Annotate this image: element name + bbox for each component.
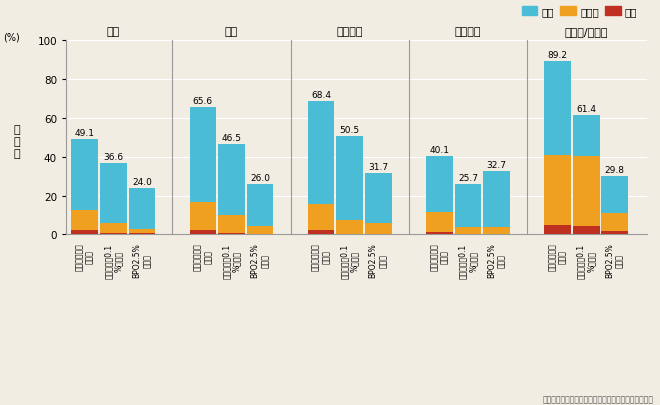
Text: BPO2.5%
ゲル群: BPO2.5% ゲル群 bbox=[132, 243, 152, 278]
Text: エピデュオ・
ゲル群: エピデュオ・ ゲル群 bbox=[430, 243, 449, 271]
Text: BPO2.5%
ゲル群: BPO2.5% ゲル群 bbox=[605, 243, 624, 278]
Text: 26.0: 26.0 bbox=[250, 173, 270, 182]
Text: エピデュオ・
ゲル群: エピデュオ・ ゲル群 bbox=[312, 243, 331, 271]
Text: 65.6: 65.6 bbox=[193, 96, 213, 105]
Text: BPO2.5%
ゲル群: BPO2.5% ゲル群 bbox=[250, 243, 270, 278]
Bar bbox=[601, 231, 628, 235]
Bar bbox=[218, 145, 245, 215]
Bar bbox=[189, 107, 216, 202]
Text: アダパレン0.1
%ゲル群: アダパレン0.1 %ゲル群 bbox=[576, 243, 596, 278]
Bar bbox=[189, 202, 216, 231]
Text: 皮膚乾燥: 皮膚乾燥 bbox=[337, 27, 363, 36]
Bar bbox=[573, 115, 599, 156]
Text: 49.1: 49.1 bbox=[75, 128, 94, 138]
Bar bbox=[455, 185, 481, 228]
Bar bbox=[337, 220, 363, 234]
Text: エピデュオ・
ゲル群: エピデュオ・ ゲル群 bbox=[548, 243, 567, 271]
Text: 29.8: 29.8 bbox=[605, 166, 625, 175]
Text: アダパレン0.1
%ゲル群: アダパレン0.1 %ゲル群 bbox=[104, 243, 123, 278]
Bar bbox=[483, 171, 510, 228]
Bar bbox=[308, 102, 335, 205]
Text: 重症度は最も悪い局所刺激性スコアをもとに算出した: 重症度は最も悪い局所刺激性スコアをもとに算出した bbox=[543, 394, 653, 403]
Text: 25.7: 25.7 bbox=[458, 174, 478, 183]
Bar bbox=[544, 156, 571, 226]
Bar bbox=[247, 226, 273, 234]
Bar bbox=[573, 156, 599, 226]
Bar bbox=[247, 234, 273, 235]
Bar bbox=[337, 137, 363, 220]
Bar bbox=[218, 215, 245, 233]
Bar bbox=[337, 234, 363, 235]
Bar bbox=[308, 230, 335, 235]
Bar bbox=[426, 233, 453, 235]
Bar bbox=[129, 188, 155, 229]
Text: 89.2: 89.2 bbox=[548, 51, 568, 60]
Bar bbox=[100, 223, 127, 234]
Bar bbox=[189, 231, 216, 235]
Text: そう痴感: そう痴感 bbox=[455, 27, 481, 36]
Text: アダパレン0.1
%ゲル群: アダパレン0.1 %ゲル群 bbox=[340, 243, 360, 278]
Text: 61.4: 61.4 bbox=[576, 104, 596, 113]
Bar bbox=[455, 228, 481, 234]
Bar bbox=[544, 226, 571, 235]
Bar bbox=[601, 214, 628, 231]
Bar bbox=[365, 224, 391, 234]
Text: エピデュオ・
ゲル群: エピデュオ・ ゲル群 bbox=[75, 243, 94, 271]
Bar bbox=[100, 234, 127, 235]
Bar bbox=[573, 226, 599, 235]
Text: アダパレン0.1
%ゲル群: アダパレン0.1 %ゲル群 bbox=[222, 243, 241, 278]
Bar bbox=[308, 205, 335, 230]
Bar bbox=[129, 233, 155, 235]
Bar bbox=[544, 62, 571, 156]
Bar bbox=[426, 212, 453, 233]
Bar bbox=[71, 139, 98, 211]
Bar bbox=[218, 233, 245, 235]
Text: BPO2.5%
ゲル群: BPO2.5% ゲル群 bbox=[369, 243, 388, 278]
Text: BPO2.5%
ゲル群: BPO2.5% ゲル群 bbox=[487, 243, 506, 278]
Text: 50.5: 50.5 bbox=[340, 126, 360, 135]
Text: 落屑: 落屑 bbox=[225, 27, 238, 36]
Text: アダパレン0.1
%ゲル群: アダパレン0.1 %ゲル群 bbox=[458, 243, 478, 278]
Bar bbox=[129, 229, 155, 233]
Text: 32.7: 32.7 bbox=[486, 160, 506, 169]
Bar bbox=[71, 231, 98, 235]
Bar bbox=[71, 211, 98, 231]
Bar bbox=[365, 173, 391, 224]
Bar bbox=[426, 157, 453, 212]
Bar bbox=[601, 177, 628, 214]
Text: 68.4: 68.4 bbox=[311, 91, 331, 100]
Bar bbox=[483, 228, 510, 234]
Text: エピデュオ・
ゲル群: エピデュオ・ ゲル群 bbox=[193, 243, 213, 271]
Text: 36.6: 36.6 bbox=[103, 153, 123, 162]
Bar bbox=[100, 164, 127, 223]
Text: 発
現
率: 発 現 率 bbox=[13, 124, 20, 159]
Text: 24.0: 24.0 bbox=[132, 177, 152, 186]
Text: 刺痛感/灸熱感: 刺痛感/灸熱感 bbox=[564, 27, 608, 36]
Legend: 軽度, 中等度, 重度: 軽度, 中等度, 重度 bbox=[517, 3, 642, 21]
Bar bbox=[247, 184, 273, 226]
Text: 40.1: 40.1 bbox=[430, 146, 449, 155]
Text: 紅斑: 紅斑 bbox=[107, 27, 120, 36]
Text: 31.7: 31.7 bbox=[368, 162, 388, 171]
Text: (%): (%) bbox=[3, 32, 20, 43]
Text: 46.5: 46.5 bbox=[222, 134, 242, 143]
